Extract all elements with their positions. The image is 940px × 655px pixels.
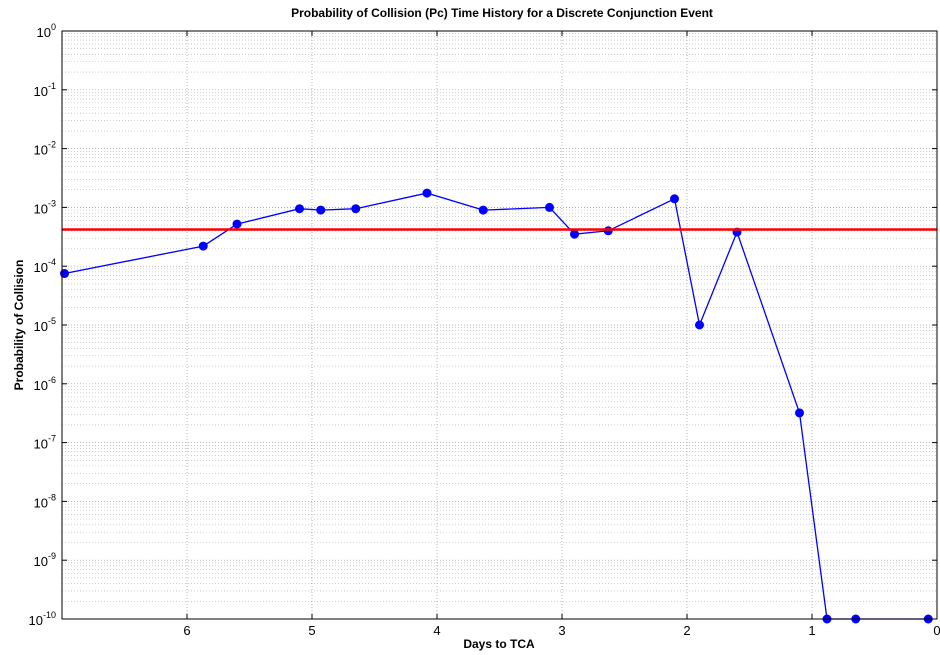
data-point [478,205,488,215]
data-point [570,229,579,239]
data-point [795,408,804,418]
plot-border [61,30,938,620]
data-point [295,204,304,214]
x-tick-label: 1 [808,623,815,638]
x-tick-label: 0 [933,623,940,638]
y-tick-label: 10-3 [34,198,56,216]
x-tick-label: 5 [308,623,315,638]
data-point [232,219,242,229]
y-tick-label: 100 [37,22,56,40]
x-tick-label: 6 [183,623,190,638]
x-tick-label: 4 [433,623,440,638]
y-tick-label: 10-5 [34,316,56,334]
data-point [198,241,208,251]
y-tick-label: 10-2 [34,140,56,158]
x-axis-label: Days to TCA [463,637,535,651]
data-point [422,188,432,198]
data-point [316,205,326,215]
chart-title: Probability of Collision (Pc) Time Histo… [291,6,713,20]
grid [62,30,938,620]
data-point [695,320,704,330]
x-tick-label: 2 [683,623,690,638]
y-axis-label: Probability of Collision [12,260,26,391]
y-tick-label: 10-1 [34,81,56,99]
data-point [670,194,679,204]
y-tick-label: 10-9 [34,551,56,569]
series-line [64,192,929,620]
y-tick-label: 10-10 [29,610,56,628]
x-tick-label: 3 [558,623,565,638]
data-point [545,202,554,212]
tick-labels: 100 10-1 10-2 10-3 10-4 10-5 10-6 10-7 10-8 10-9 1… [29,22,940,638]
data-point [351,204,361,214]
y-tick-label: 10-8 [34,492,56,510]
y-tick-label: 10-7 [34,434,56,452]
y-tick-label: 10-6 [34,375,56,393]
plot-area [62,31,937,619]
y-tick-label: 10-4 [34,257,56,275]
